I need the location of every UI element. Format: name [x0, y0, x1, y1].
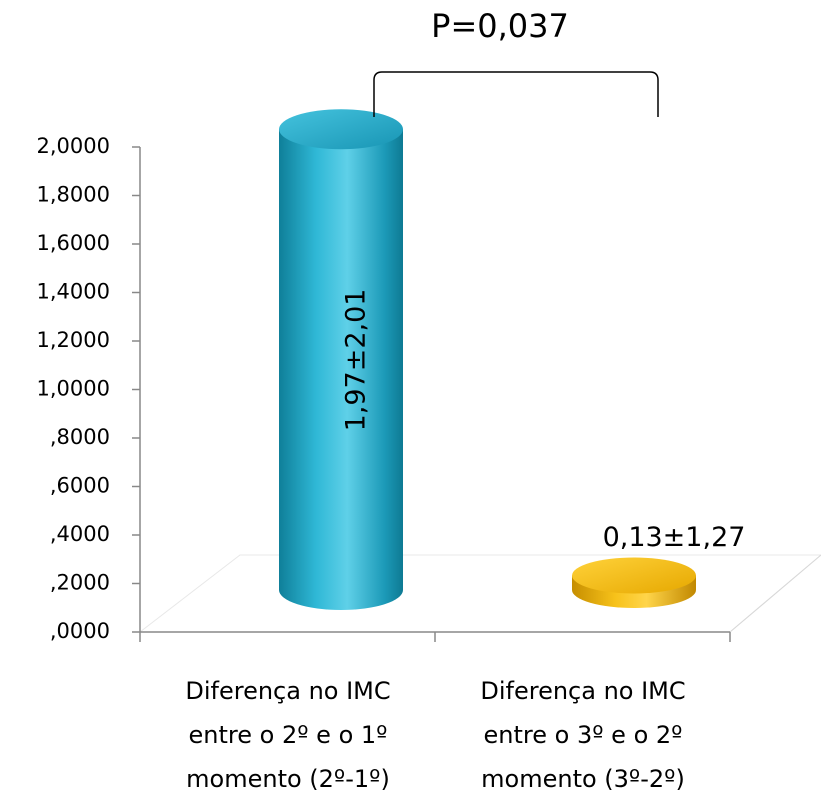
- x-category-label: Diferença no IMC entre o 2º e o 1º momento…: [185, 677, 390, 792]
- significance-bracket: [373, 71, 659, 117]
- bar-1: [279, 109, 403, 610]
- x-category-label: Diferença no IMC entre o 3º e o 2º momento…: [480, 677, 685, 792]
- y-tick-label: 1,2000: [37, 328, 110, 352]
- y-tick-label: 1,8000: [37, 183, 110, 207]
- y-tick-label: 2,0000: [37, 134, 110, 158]
- x-category-label-line: momento (3º-2º): [481, 765, 685, 792]
- data-label-bar-2: 0,13±1,27: [603, 522, 746, 553]
- y-tick-label: ,4000: [50, 522, 110, 546]
- y-axis-ticks: ,0000 ,2000 ,4000 ,6000 ,8000 1,0000 1,2000 1,4…: [37, 134, 140, 643]
- x-axis-ticks: [139, 632, 731, 642]
- y-tick-label: 1,4000: [37, 280, 110, 304]
- bar-top: [279, 109, 403, 150]
- x-category-label-line: momento (2º-1º): [186, 765, 390, 792]
- data-label-bar-1: 1,97±2,01: [341, 289, 372, 432]
- plot-floor: [138, 554, 821, 633]
- y-tick-label: ,0000: [50, 619, 110, 643]
- p-value-annotation: P=0,037: [431, 7, 569, 45]
- y-tick-label: ,2000: [50, 571, 110, 595]
- y-tick-label: 1,0000: [37, 377, 110, 401]
- bar-body: [279, 129, 403, 610]
- bars: [279, 109, 696, 610]
- y-tick-label: 1,6000: [37, 231, 110, 255]
- bar-2: [572, 557, 696, 608]
- category-labels: Diferença no IMC entre o 2º e o 1º momento…: [185, 677, 685, 792]
- y-tick-label: ,6000: [50, 474, 110, 498]
- x-category-label-line: Diferença no IMC: [185, 677, 390, 705]
- x-category-label-line: Diferença no IMC: [480, 677, 685, 705]
- bar-top: [572, 557, 696, 594]
- y-tick-label: ,8000: [50, 425, 110, 449]
- x-category-label-line: entre o 2º e o 1º: [189, 721, 388, 749]
- x-category-label-line: entre o 3º e o 2º: [484, 721, 683, 749]
